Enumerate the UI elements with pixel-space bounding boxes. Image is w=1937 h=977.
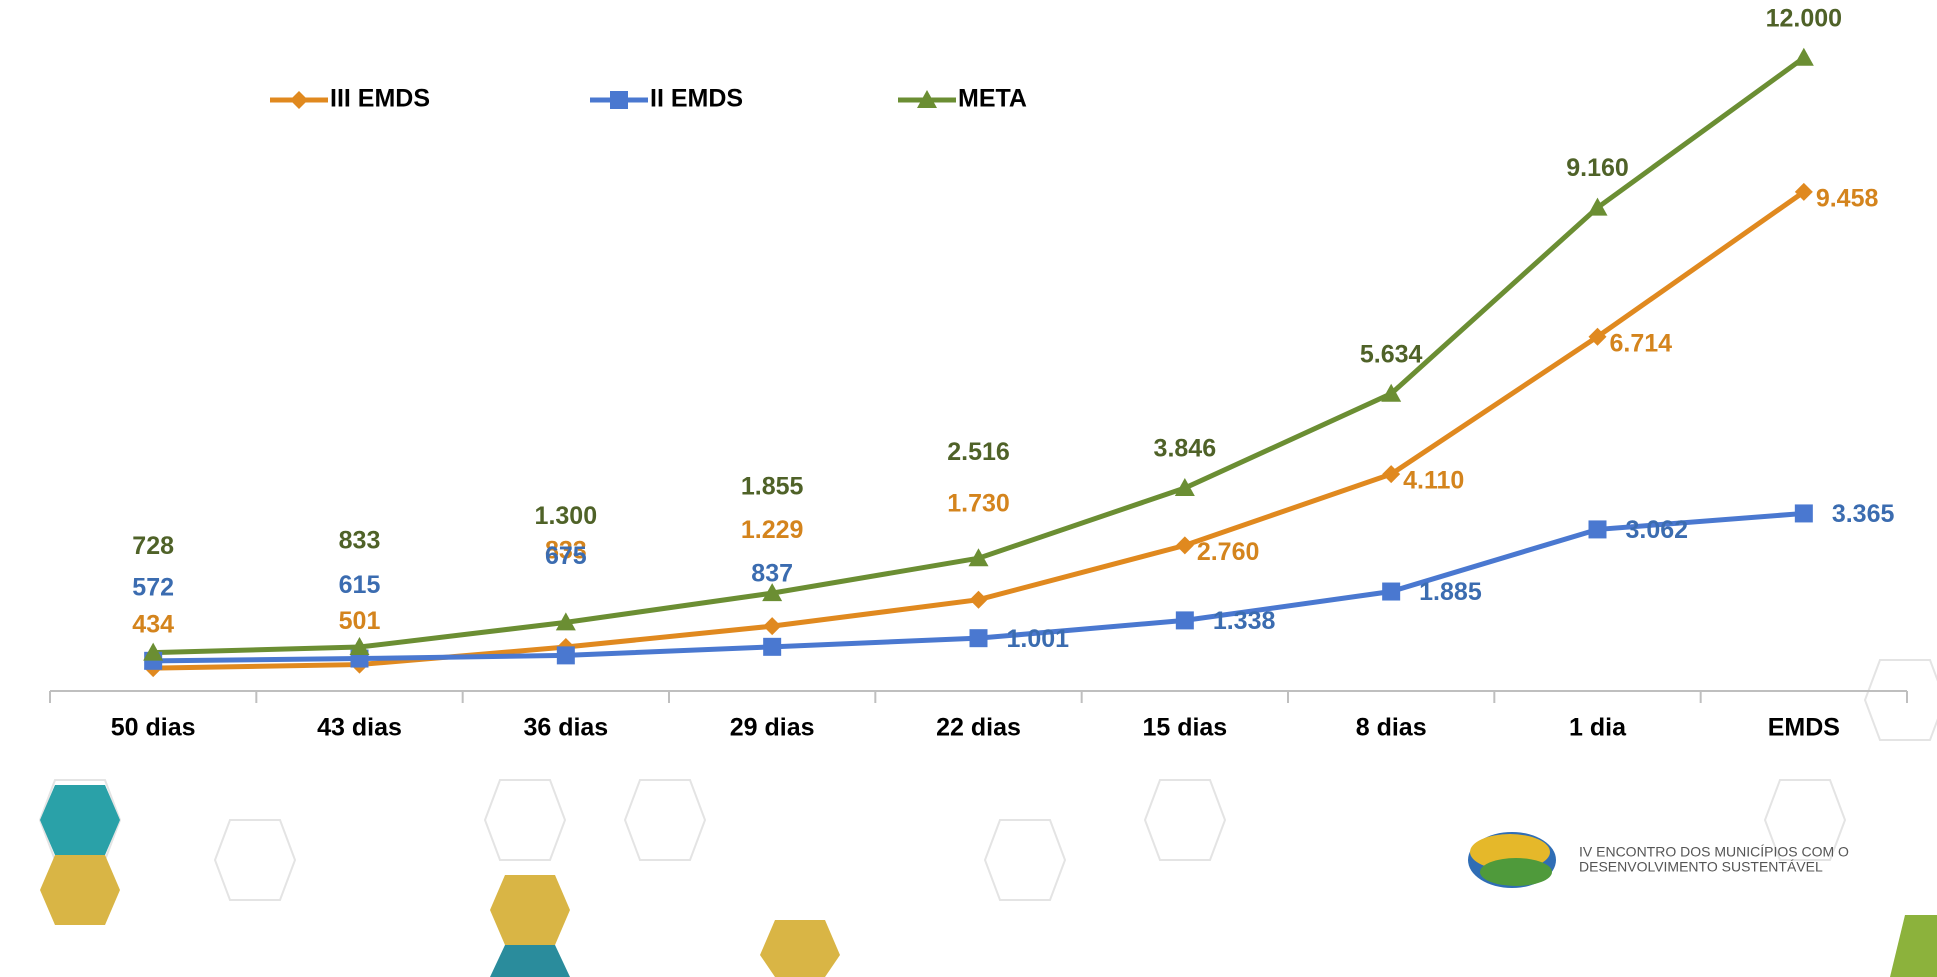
x-tick-label: 1 dia	[1569, 714, 1627, 742]
data-label: 9.160	[1566, 154, 1629, 182]
data-label: 1.300	[535, 502, 598, 530]
marker	[290, 91, 308, 109]
x-tick-label: 43 dias	[317, 714, 402, 742]
data-label: 572	[132, 573, 174, 601]
x-tick-label: 22 dias	[936, 714, 1021, 742]
x-tick-label: 15 dias	[1142, 714, 1227, 742]
data-label: 2.516	[947, 438, 1010, 466]
legend-label: III EMDS	[330, 85, 430, 113]
data-label: 4.110	[1403, 467, 1464, 495]
marker	[610, 91, 628, 109]
data-label: 3.365	[1832, 500, 1895, 528]
data-label: 12.000	[1766, 4, 1842, 32]
marker	[557, 646, 575, 664]
x-tick-label: 29 dias	[730, 714, 815, 742]
marker	[763, 638, 781, 656]
data-label: 434	[132, 611, 174, 639]
data-label: 1.229	[741, 516, 804, 544]
marker	[1176, 536, 1194, 554]
marker	[1795, 504, 1813, 522]
data-label: 728	[132, 532, 174, 560]
chart: IV ENCONTRO DOS MUNICÍPIOS COM O DESENVO…	[0, 0, 1937, 977]
data-label: 9.458	[1816, 185, 1879, 213]
data-label: 5.634	[1360, 340, 1423, 368]
x-tick-label: EMDS	[1768, 714, 1840, 742]
background-pattern	[40, 660, 1937, 977]
legend-label: II EMDS	[650, 85, 743, 113]
data-label: 3.062	[1626, 516, 1689, 544]
data-label: 2.760	[1197, 538, 1260, 566]
x-tick-label: 36 dias	[523, 714, 608, 742]
data-label: 3.846	[1154, 435, 1217, 463]
marker	[970, 591, 988, 609]
data-label: 1.001	[1007, 625, 1070, 653]
data-label: 1.338	[1213, 607, 1276, 635]
data-label: 833	[339, 527, 381, 555]
data-label: 1.855	[741, 473, 804, 501]
logo	[1468, 832, 1556, 888]
data-label: 501	[339, 607, 381, 635]
marker	[1176, 611, 1194, 629]
marker	[1589, 520, 1607, 538]
logo-text: DESENVOLVIMENTO SUSTENTÁVEL	[1579, 859, 1823, 875]
legend-label: META	[958, 85, 1027, 113]
marker	[1794, 48, 1814, 66]
data-label: 6.714	[1610, 329, 1673, 357]
marker	[763, 617, 781, 635]
marker	[1382, 583, 1400, 601]
x-tick-label: 50 dias	[111, 714, 196, 742]
data-label: 1.730	[947, 489, 1010, 517]
data-label: 615	[339, 571, 381, 599]
logo-text: IV ENCONTRO DOS MUNICÍPIOS COM O	[1579, 844, 1849, 860]
marker	[970, 629, 988, 647]
data-label: 675	[545, 542, 587, 570]
data-label: 1.885	[1419, 578, 1482, 606]
x-tick-label: 8 dias	[1356, 714, 1427, 742]
